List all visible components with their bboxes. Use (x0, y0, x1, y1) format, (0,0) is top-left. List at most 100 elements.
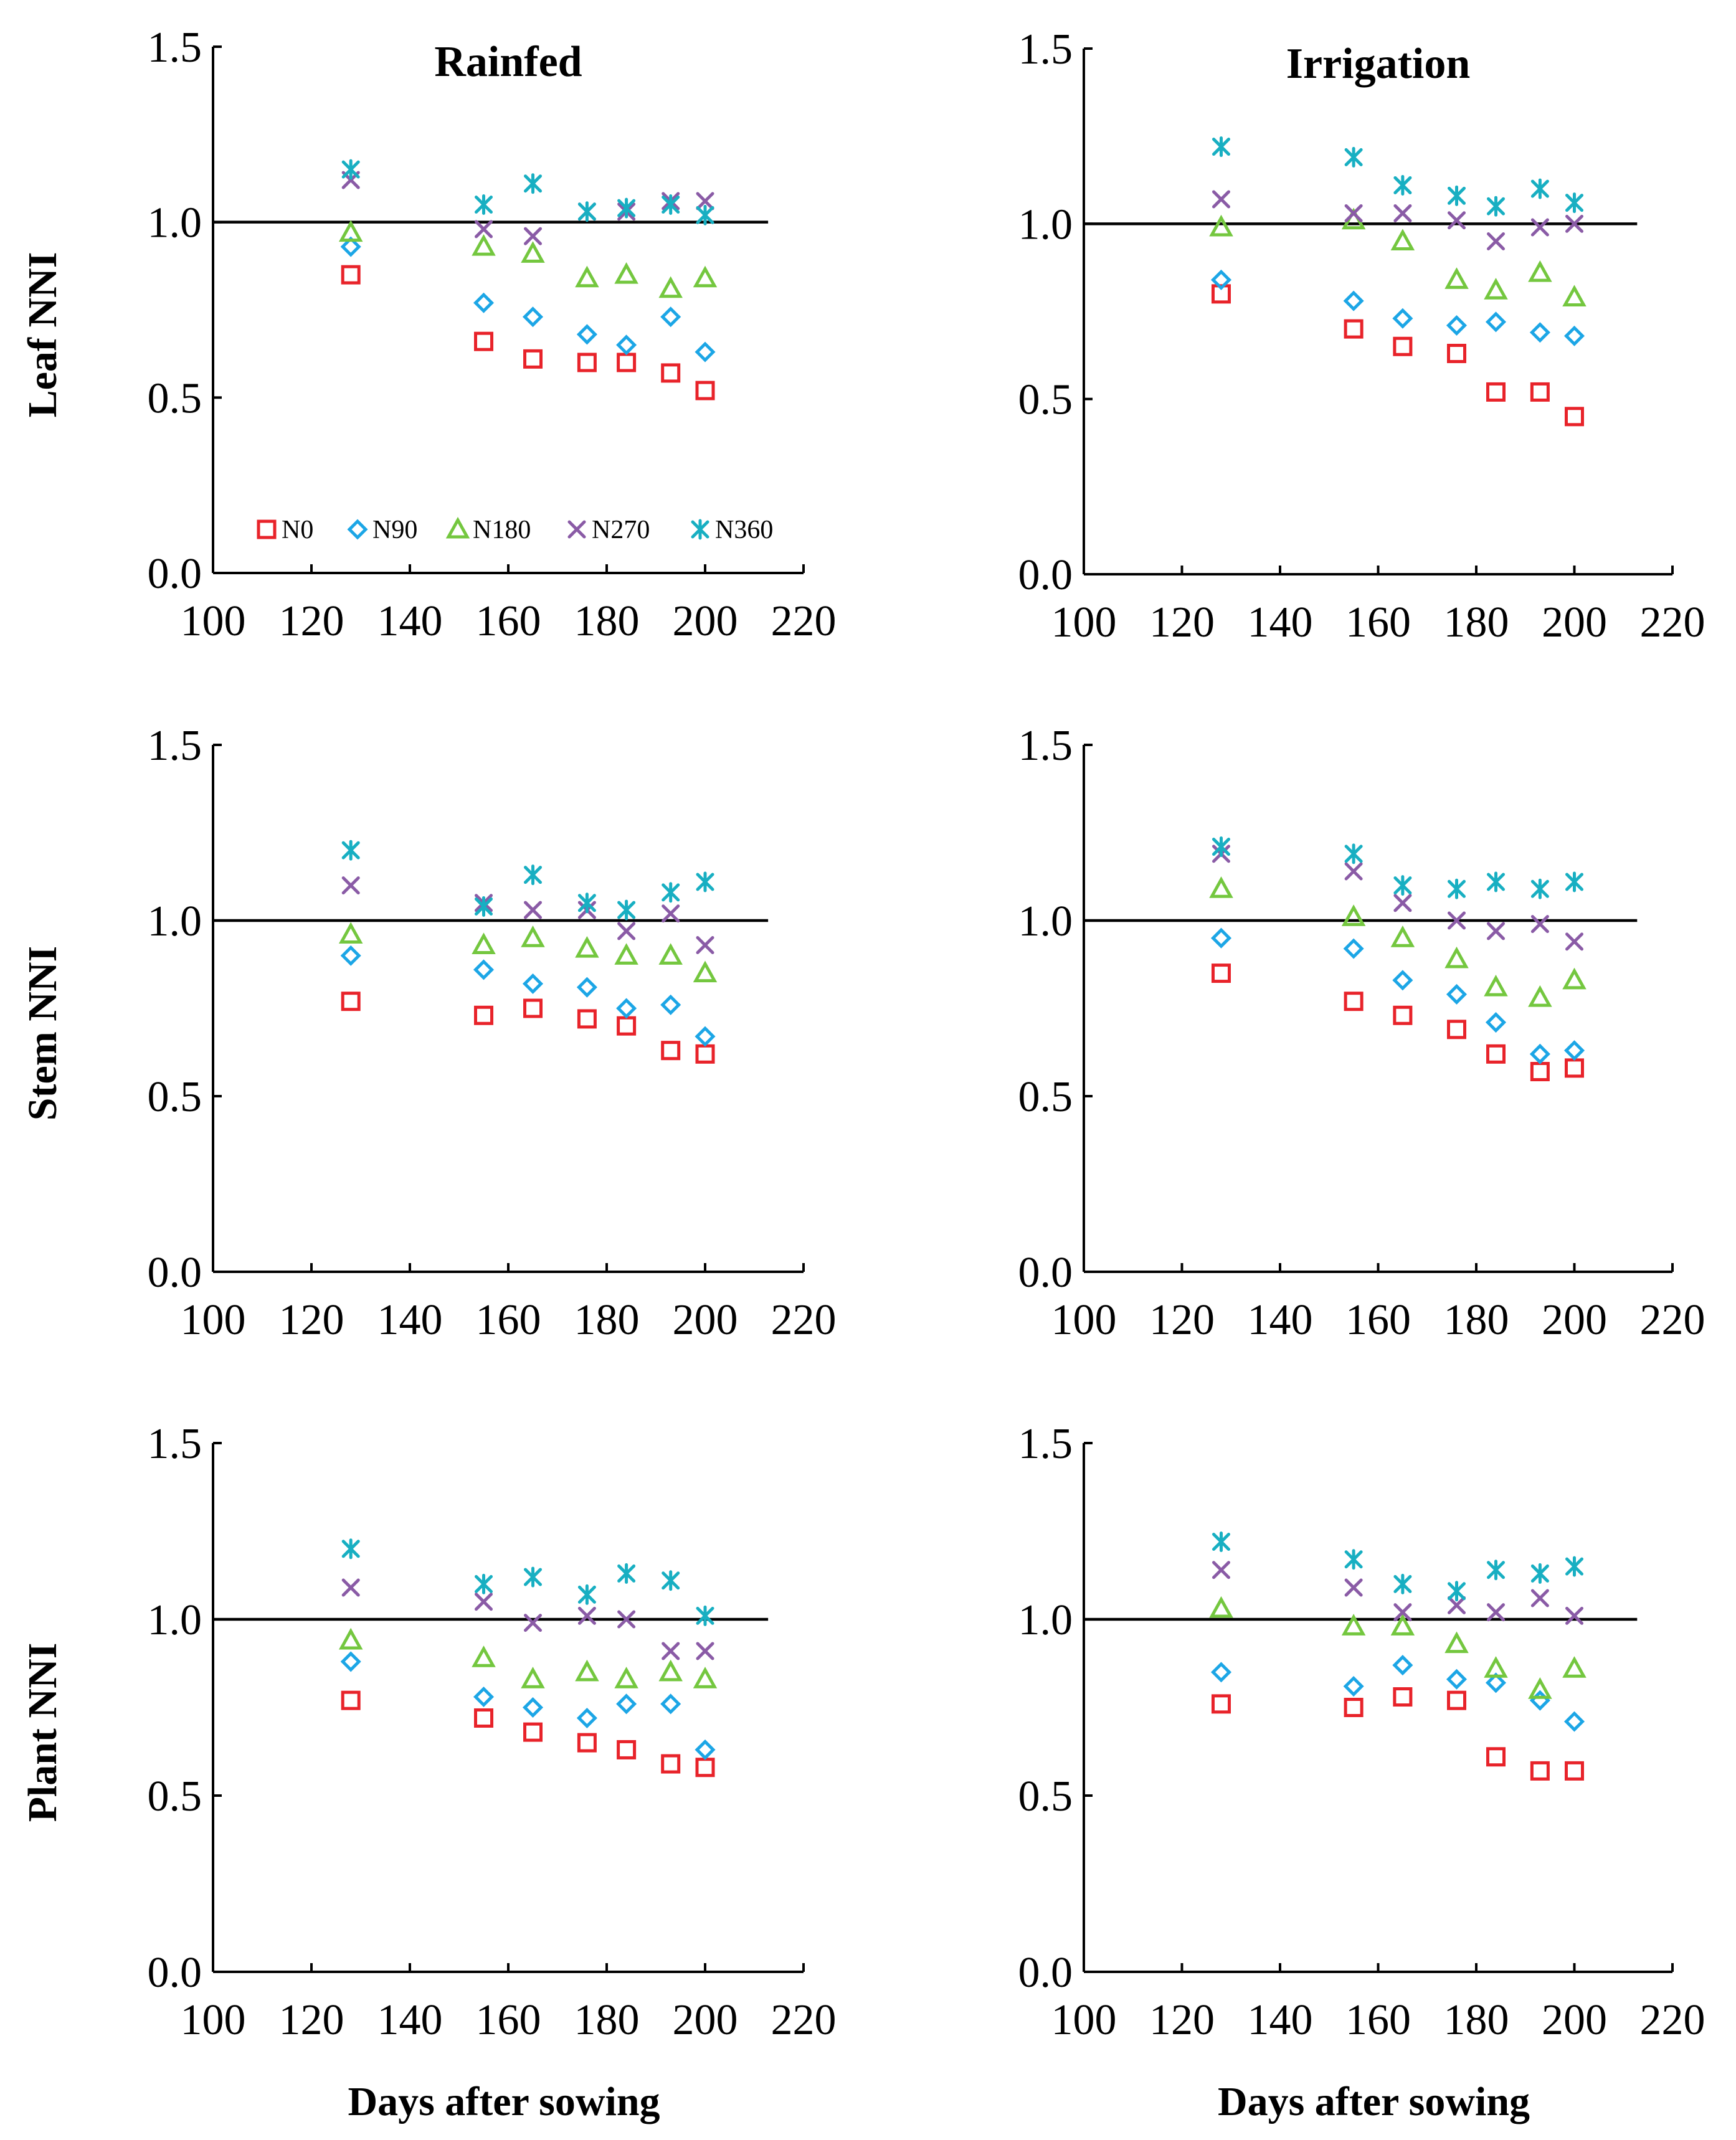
x-tick-label: 180 (1444, 1296, 1509, 1344)
data-point (1344, 843, 1363, 864)
x-tick-label: 140 (1248, 599, 1313, 646)
legend-marker-N360 (691, 519, 709, 540)
data-point (524, 1566, 542, 1588)
data-point (474, 331, 493, 351)
data-point (1444, 1631, 1469, 1654)
data-point (1210, 269, 1232, 290)
y-tick-label: 0.5 (148, 1773, 202, 1820)
data-point (1530, 878, 1549, 899)
series-N270 (341, 171, 714, 245)
data-point (1209, 876, 1233, 898)
x-tick-label: 140 (377, 597, 443, 645)
y-tick-label: 1.0 (148, 1596, 202, 1644)
series-N90 (340, 236, 716, 362)
data-point (522, 1697, 544, 1718)
data-point (474, 1708, 493, 1728)
series-N180 (338, 220, 718, 298)
data-point (1210, 927, 1232, 949)
data-point (661, 1754, 681, 1774)
data-point (1487, 232, 1505, 250)
data-point (616, 998, 637, 1019)
data-point (475, 1593, 493, 1611)
data-point (524, 901, 542, 919)
data-point (1393, 204, 1412, 222)
legend-label: N360 (715, 516, 773, 544)
x-tick-label: 180 (574, 1996, 640, 2044)
data-point (1212, 1531, 1230, 1552)
x-tick-label: 120 (1149, 1296, 1215, 1344)
y-tick-label: 0.0 (1018, 1249, 1073, 1297)
data-point (341, 840, 360, 861)
data-point (475, 1573, 493, 1594)
data-point (1448, 185, 1466, 206)
panel-irrigation-plant: 0.0 0.5 1.0 1.5 100 120 140 160 180 200 220 Days af… (1018, 1420, 1705, 2124)
x-tick-label: 200 (1542, 1996, 1607, 2044)
data-point (1485, 1672, 1507, 1693)
data-point (341, 265, 361, 285)
data-point (473, 959, 495, 980)
data-point (524, 1614, 542, 1632)
data-point (695, 1044, 715, 1064)
data-point (696, 192, 714, 211)
data-point (472, 234, 496, 256)
y-tick-label: 1.5 (148, 24, 202, 72)
y-axis-title: Plant NNI (20, 1643, 65, 1822)
data-point (1392, 1655, 1413, 1676)
series-N0 (1212, 284, 1584, 427)
data-point (1530, 1062, 1550, 1082)
data-point (658, 943, 683, 965)
data-point (660, 994, 681, 1015)
data-point (577, 1733, 597, 1753)
panel-title: Irrigation (1286, 40, 1471, 88)
x-tick-label: 220 (1640, 599, 1705, 646)
data-point (1565, 1761, 1584, 1781)
panel-rainfed-plant: 0.0 0.5 1.0 1.5 100 120 140 160 180 200 220 Plant N… (20, 1420, 837, 2124)
data-point (473, 292, 495, 313)
y-tick-label: 0.0 (1018, 1949, 1073, 1997)
data-point (1393, 1573, 1412, 1594)
data-point (1343, 290, 1364, 311)
data-point (1344, 204, 1363, 222)
data-point (521, 1667, 545, 1688)
data-point (617, 197, 636, 219)
series-N90 (1210, 1655, 1585, 1732)
data-point (1209, 1596, 1233, 1618)
data-point (1210, 1662, 1232, 1683)
data-point (696, 935, 714, 954)
x-tick-label: 180 (1444, 1996, 1509, 2044)
data-point (521, 926, 545, 947)
data-point (662, 1642, 680, 1660)
data-point (1528, 1677, 1552, 1699)
x-tick-label: 140 (377, 1996, 443, 2044)
data-point (614, 1667, 638, 1688)
data-point (693, 960, 718, 983)
data-point (1565, 214, 1583, 233)
data-point (340, 1651, 361, 1672)
x-tick-label: 160 (1345, 1296, 1411, 1344)
data-point (1485, 1012, 1507, 1033)
data-point (1562, 285, 1587, 306)
data-point (1392, 308, 1413, 329)
data-point (577, 892, 596, 914)
data-point (696, 1605, 714, 1626)
data-point (1212, 1561, 1230, 1579)
data-point (1448, 1596, 1466, 1614)
x-tick-label: 120 (279, 597, 344, 645)
data-point (1344, 862, 1363, 881)
x-axis-title: Days after sowing (1218, 2079, 1530, 2124)
y-tick-label: 0.0 (148, 1949, 202, 1997)
x-tick-label: 100 (181, 597, 246, 645)
data-point (340, 945, 361, 966)
series-N270 (341, 876, 714, 954)
series-N90 (340, 945, 716, 1047)
legend-marker-N270 (567, 520, 586, 539)
data-point (1393, 875, 1412, 896)
data-point (1212, 836, 1230, 858)
data-point (338, 1627, 363, 1650)
data-point (523, 998, 543, 1018)
data-point (695, 1026, 716, 1047)
data-point (475, 194, 493, 215)
data-point (1563, 1040, 1585, 1061)
data-point (616, 1693, 637, 1715)
